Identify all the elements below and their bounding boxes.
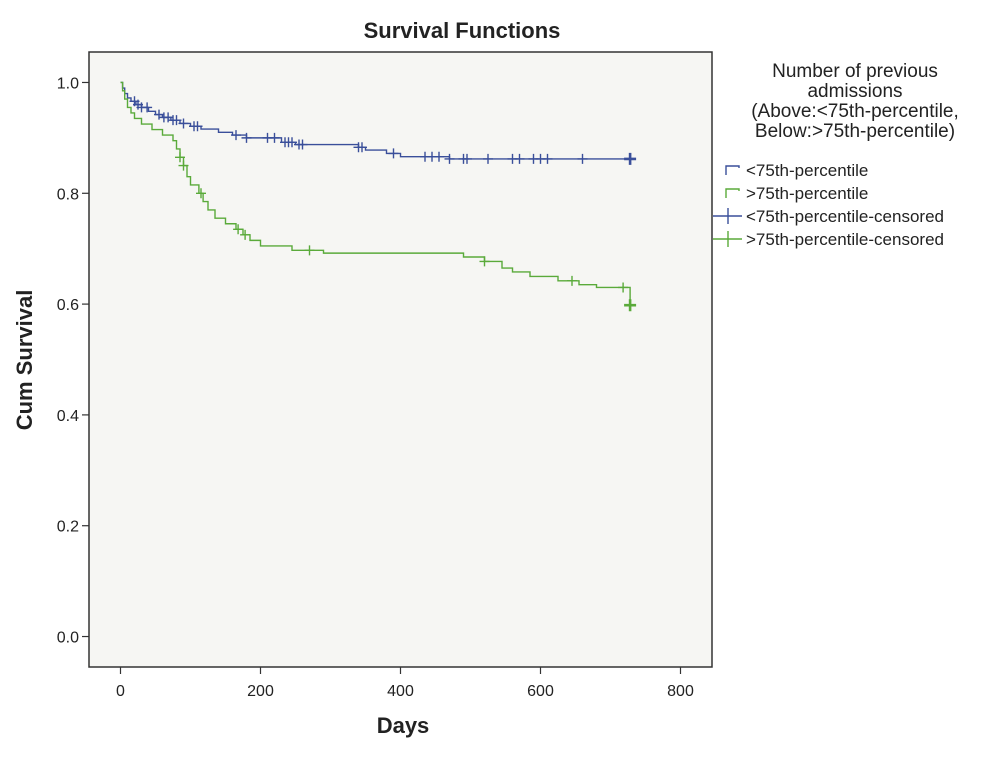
censor-mark xyxy=(479,256,490,267)
censor-mark xyxy=(434,151,444,162)
censor-mark xyxy=(287,137,297,148)
chart-title: Survival Functions xyxy=(364,18,561,43)
censor-mark xyxy=(142,102,153,113)
y-tick-label: 0.4 xyxy=(57,408,79,425)
legend: Number of previousadmissions(Above:<75th… xyxy=(713,61,959,249)
series-2 xyxy=(120,81,637,312)
censor-mark xyxy=(357,142,367,153)
legend-label: <75th-percentile xyxy=(746,161,868,180)
y-tick-label: 0.6 xyxy=(57,297,79,314)
y-tick-label: 0.0 xyxy=(57,630,79,647)
x-tick-label: 0 xyxy=(116,683,125,700)
censor-mark xyxy=(624,299,637,312)
censor-mark xyxy=(241,132,252,143)
y-tick-label: 0.2 xyxy=(57,519,79,536)
censor-mark xyxy=(233,224,244,235)
y-axis-label: Cum Survival xyxy=(12,290,37,431)
x-axis-label: Days xyxy=(377,713,430,738)
censor-mark xyxy=(514,153,525,164)
censor-mark xyxy=(624,152,637,165)
legend-label: >75th-percentile-censored xyxy=(746,230,944,249)
legend-title-line: Number of previous xyxy=(772,61,938,82)
x-tick-label: 200 xyxy=(247,683,274,700)
x-tick-label: 600 xyxy=(527,683,554,700)
legend-swatch xyxy=(713,208,742,224)
censor-mark xyxy=(178,160,189,171)
plot-area xyxy=(88,51,713,668)
censor-mark xyxy=(618,282,629,293)
survival-line xyxy=(120,81,631,306)
y-tick-label: 1.0 xyxy=(57,75,79,92)
y-axis: 0.0 0.2 0.4 0.6 0.8 1.0 xyxy=(57,75,89,647)
legend-label: >75th-percentile xyxy=(746,184,868,203)
legend-entry: <75th-percentile xyxy=(725,161,868,180)
legend-title-line: admissions xyxy=(807,81,902,102)
legend-title-line: (Above:<75th-percentile, xyxy=(751,101,959,122)
censor-mark xyxy=(240,229,251,240)
censor-mark xyxy=(178,118,189,129)
censor-mark xyxy=(388,148,399,159)
x-axis: 0 200 400 600 800 xyxy=(116,667,694,700)
series-layer xyxy=(120,81,637,312)
y-tick-label: 0.8 xyxy=(57,186,79,203)
legend-swatch xyxy=(725,165,740,175)
censor-mark xyxy=(196,188,206,199)
censor-mark xyxy=(444,153,455,164)
censor-mark xyxy=(542,153,553,164)
legend-title-line: Below:>75th-percentile) xyxy=(755,121,955,142)
censor-mark xyxy=(175,152,185,163)
censor-mark xyxy=(567,275,577,286)
legend-entry: >75th-percentile xyxy=(725,184,868,203)
censor-mark xyxy=(269,132,280,143)
censor-mark xyxy=(171,115,182,126)
censor-mark xyxy=(462,153,472,164)
legend-entry: <75th-percentile-censored xyxy=(713,207,944,226)
legend-swatch xyxy=(725,188,740,198)
censor-mark xyxy=(304,245,315,256)
legend-swatch xyxy=(713,231,742,247)
censor-mark xyxy=(483,153,493,164)
x-tick-label: 800 xyxy=(667,683,694,700)
censor-mark xyxy=(231,130,241,141)
series-1 xyxy=(120,81,637,165)
censor-mark xyxy=(297,139,308,150)
legend-label: <75th-percentile-censored xyxy=(746,207,944,226)
censor-mark xyxy=(192,121,203,132)
legend-entry: >75th-percentile-censored xyxy=(713,230,944,249)
x-tick-label: 400 xyxy=(387,683,414,700)
censor-mark xyxy=(577,153,588,164)
